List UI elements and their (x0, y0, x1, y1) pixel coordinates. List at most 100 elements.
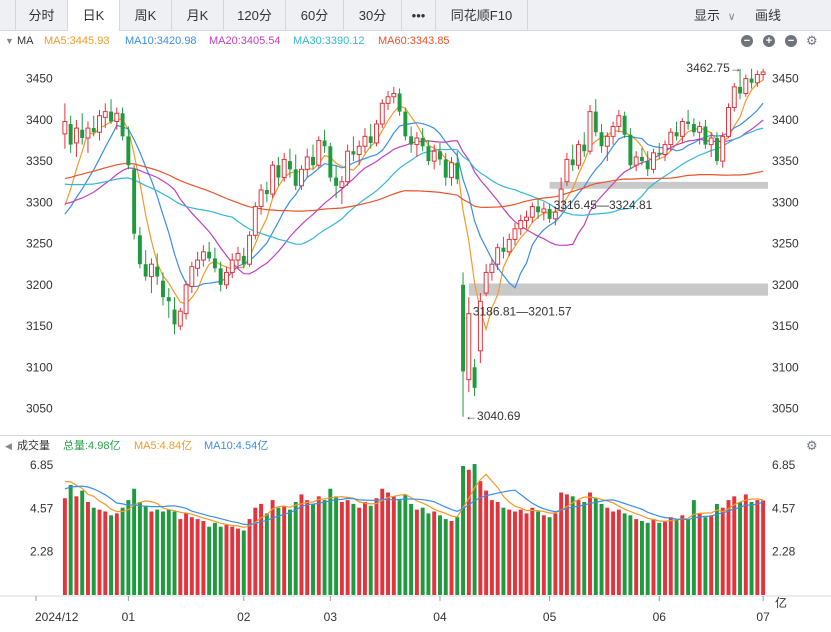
volume-bar (166, 509, 171, 595)
price-tick-label-left: 3250 (26, 237, 53, 251)
volume-tick-label-left: 4.57 (30, 501, 54, 515)
volume-bar (541, 515, 546, 595)
volume-bar (137, 502, 142, 595)
candle (177, 307, 183, 331)
tab-weekly-k[interactable]: 周K (120, 0, 172, 31)
candle (218, 261, 223, 292)
tab-intraday[interactable]: 分时 (16, 0, 68, 31)
candle (536, 198, 541, 219)
candle (311, 144, 315, 170)
draw-line-button[interactable]: 画线 (755, 8, 782, 23)
candle (657, 142, 662, 160)
candle (391, 86, 397, 104)
candle (409, 126, 414, 153)
volume-bar (91, 507, 96, 595)
volume-bar (178, 519, 183, 595)
volume-bar (507, 509, 512, 595)
x-axis-label: 07 (756, 610, 770, 624)
candle-body (483, 271, 489, 294)
plus-icon[interactable]: + (763, 35, 775, 47)
tab-daily-k[interactable]: 日K (68, 0, 120, 31)
candle (738, 68, 742, 100)
candle-body (639, 156, 644, 162)
candle-body (235, 252, 241, 261)
volume-bar (316, 496, 321, 595)
tab-f10[interactable]: 同花顺F10 (436, 0, 528, 31)
volume-bar (680, 515, 685, 595)
volume-bar (161, 511, 165, 595)
candle-body (414, 137, 420, 146)
volume-bar (657, 522, 662, 595)
volume-bar (149, 511, 154, 595)
candle (276, 156, 281, 186)
candle (714, 132, 719, 166)
price-tick-label-right: 3350 (772, 154, 799, 168)
minus-icon[interactable]: − (741, 35, 753, 47)
volume-bar (380, 488, 385, 595)
volume-bar (351, 503, 356, 595)
candle-body (691, 123, 696, 133)
candle-body (714, 137, 719, 162)
remove-icon[interactable]: − (785, 35, 797, 47)
candle-body (155, 266, 160, 277)
price-tick-label-left: 3450 (26, 72, 53, 86)
volume-bar (478, 481, 483, 595)
volume-bar (299, 494, 304, 595)
candle (339, 175, 345, 204)
candle-body (558, 188, 564, 212)
candle-body (697, 125, 703, 133)
collapse-arrow-icon[interactable]: ▼ (5, 36, 14, 46)
candle-body (148, 263, 154, 278)
volume-settings-gear-icon[interactable]: ⚙ (806, 438, 818, 453)
candle (91, 115, 96, 137)
candle-body (651, 152, 656, 170)
candle-body (258, 189, 264, 207)
display-menu-button[interactable]: 显示 ∨ (694, 0, 736, 31)
candle-body (120, 113, 125, 137)
volume-bar (212, 522, 217, 595)
settings-gear-icon[interactable]: ⚙ (806, 33, 818, 48)
x-axis-label: 05 (543, 610, 557, 624)
candle (610, 121, 616, 145)
price-tick-label-left: 3300 (26, 195, 53, 209)
candle-body (397, 93, 402, 112)
volume-bar (339, 502, 344, 595)
volume-chart[interactable]: 6.85 6.85 4.57 4.57 2.28 2.28 亿 2024/12 01 02 03 04… (0, 455, 831, 632)
candle-body (132, 169, 137, 234)
tab-monthly-k[interactable]: 月K (172, 0, 224, 31)
candle (628, 128, 633, 170)
price-chart[interactable]: 3050 3050 3100 3100 3150 3150 3200 3200 3250 3250… (0, 50, 831, 435)
drag-handle[interactable] (0, 0, 16, 31)
volume-bar (645, 522, 650, 595)
candle-body (455, 162, 460, 180)
tab-120min[interactable]: 120分 (224, 0, 286, 31)
candle (287, 148, 292, 178)
candle-body (403, 111, 408, 137)
candle-body (102, 111, 108, 118)
volume-bar (663, 520, 667, 595)
tab-30min[interactable]: 30分 (344, 0, 402, 31)
candle (616, 109, 622, 133)
volume-bar (86, 502, 90, 595)
volume-bar (472, 464, 477, 595)
volume-bar (362, 502, 367, 595)
volume-bar (426, 513, 431, 595)
volume-indicator-name[interactable]: 成交量 (17, 440, 50, 452)
candle-body (575, 144, 581, 166)
candle-body (610, 125, 616, 137)
tab-more[interactable]: ••• (402, 0, 436, 31)
candle (662, 140, 668, 162)
candle (126, 126, 131, 170)
volume-bar (553, 513, 558, 595)
candle (68, 115, 73, 153)
price-tick-label-right: 3400 (772, 113, 799, 127)
volume-bar (547, 517, 552, 595)
candle-body (73, 127, 79, 144)
volume-bar (189, 517, 194, 595)
volume-bar (287, 509, 292, 595)
volume-bar (755, 500, 760, 595)
candle (426, 140, 431, 166)
tab-60min[interactable]: 60分 (286, 0, 344, 31)
collapse-arrow-icon[interactable]: ◀ (5, 441, 12, 451)
indicator-name[interactable]: MA (17, 35, 34, 47)
